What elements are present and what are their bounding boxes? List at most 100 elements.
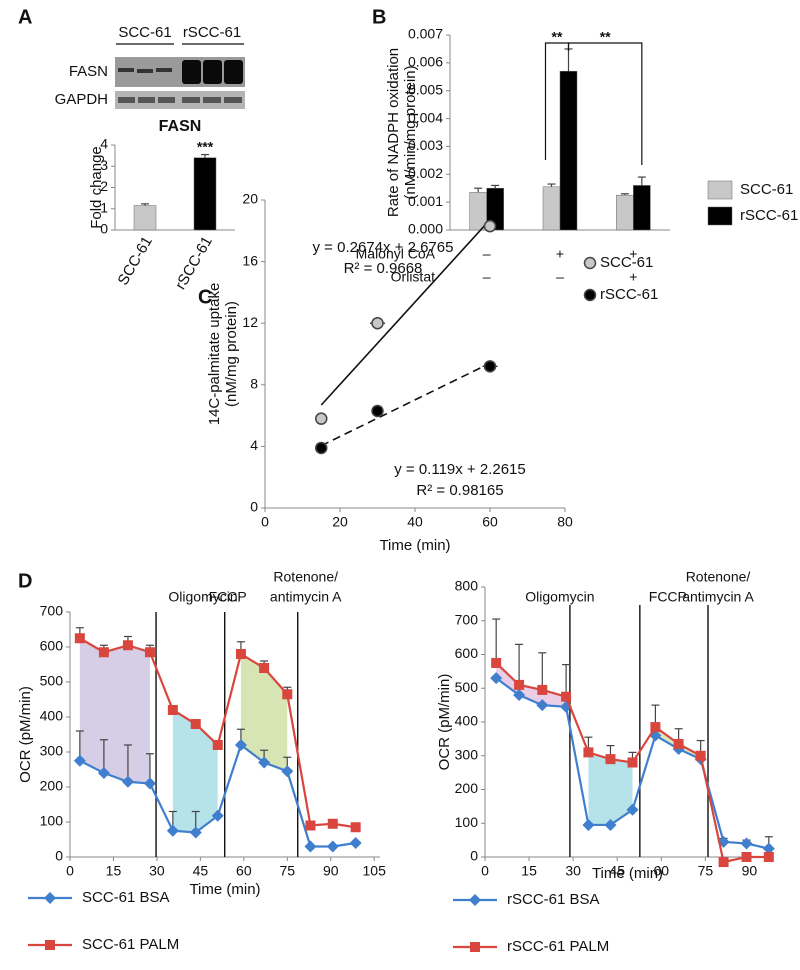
blot-row: FASN	[69, 63, 108, 80]
blot-band	[203, 97, 221, 103]
blot-band	[118, 68, 134, 72]
point	[537, 684, 548, 695]
panel-label: A	[18, 6, 32, 28]
trend-line	[320, 362, 491, 447]
x-tick-label: 60	[482, 514, 498, 530]
point	[282, 689, 293, 700]
legend-label: rSCC-61 PALM	[507, 938, 609, 955]
phase-shading	[588, 752, 633, 825]
condition-value: +	[629, 269, 637, 285]
y-tick-label: 0.001	[408, 193, 443, 209]
legend-label: rSCC-61	[600, 286, 658, 303]
x-tick-label: 105	[363, 863, 387, 879]
point	[190, 719, 201, 729]
legend-marker	[470, 942, 480, 952]
legend-label: SCC-61 PALM	[82, 936, 179, 953]
point	[561, 691, 572, 702]
point	[536, 699, 549, 712]
blot-band	[138, 97, 155, 103]
y-tick-label: 400	[455, 713, 479, 729]
condition-value: –	[483, 269, 491, 285]
y-tick-label: 0	[55, 848, 63, 864]
legend-marker	[583, 288, 597, 302]
x-tick-label: 20	[332, 514, 348, 530]
significance: **	[552, 29, 563, 45]
point	[483, 219, 497, 233]
y-tick-label: 3	[100, 157, 108, 173]
fit-equation: y = 0.2674x + 2.6765	[313, 239, 454, 256]
legend-marker	[469, 894, 481, 906]
x-axis-label: Time (min)	[592, 865, 663, 882]
point	[695, 750, 706, 761]
y-tick-label: 0.002	[408, 165, 443, 181]
phase-shading	[496, 662, 567, 707]
y-axis-label: OCR (pM/min)	[436, 674, 453, 771]
point	[305, 820, 316, 831]
point	[762, 842, 775, 855]
significance-bracket	[567, 42, 643, 165]
y-tick-label: 0.004	[408, 109, 443, 125]
legend-marker	[45, 940, 55, 950]
y-tick-label: 12	[242, 314, 258, 330]
panel-label: B	[372, 6, 386, 28]
condition-value: +	[629, 246, 637, 262]
phase-shading	[655, 727, 701, 760]
blot-band	[137, 69, 153, 73]
panel-label: C	[198, 286, 212, 308]
injection-label: FCCP	[209, 589, 247, 605]
legend-label: rSCC-61 BSA	[507, 891, 600, 908]
point	[98, 647, 109, 658]
significance: **	[600, 29, 611, 45]
y-tick-label: 8	[250, 376, 258, 392]
legend-label: SCC-61	[740, 181, 793, 198]
x-tick-label: 15	[521, 863, 537, 879]
point	[741, 852, 752, 862]
y-tick-label: 0	[470, 848, 478, 864]
y-tick-label: 300	[455, 746, 479, 762]
point	[513, 689, 526, 701]
point	[212, 740, 223, 750]
y-tick-label: 600	[455, 645, 479, 661]
point	[490, 672, 503, 685]
bar	[133, 205, 157, 231]
blot-band	[182, 60, 201, 84]
point	[626, 803, 639, 816]
point	[718, 857, 729, 868]
condition-value: –	[483, 246, 491, 262]
x-tick-label: 75	[698, 863, 714, 879]
condition-value: +	[556, 246, 564, 262]
blot-band	[118, 97, 135, 103]
point	[235, 649, 246, 659]
blot-band	[224, 60, 243, 84]
point	[627, 757, 638, 768]
x-tick-label: 75	[280, 863, 296, 879]
y-tick-label: 2	[100, 178, 108, 194]
y-tick-label: 700	[40, 603, 64, 619]
blot-band-bg	[115, 91, 245, 109]
point	[350, 822, 361, 833]
legend-marker	[583, 256, 597, 270]
y-axis-label: OCR (pM/min)	[17, 686, 34, 783]
y-axis-label: (nM/min/mg protein)	[402, 65, 419, 199]
y-tick-label: 100	[455, 814, 479, 830]
point	[97, 767, 110, 779]
x-axis-label: Time (min)	[379, 537, 450, 554]
injection-label: Oligomycin	[168, 589, 237, 605]
legend-swatch	[707, 180, 733, 200]
point	[144, 647, 155, 658]
point	[514, 679, 525, 690]
blot-band	[224, 97, 242, 103]
point	[673, 738, 684, 749]
legend-marker	[44, 892, 56, 904]
point	[371, 316, 384, 330]
y-axis-label: Rate of NADPH oxidation	[385, 48, 402, 217]
x-tick-label: SCC-61	[114, 233, 155, 288]
injection-label: Oligomycin	[525, 589, 594, 605]
y-tick-label: 16	[242, 252, 258, 268]
y-tick-label: 4	[250, 437, 258, 453]
fit-r2: R² = 0.98165	[416, 482, 503, 499]
bar	[542, 186, 561, 231]
blot-row: GAPDH	[55, 91, 108, 108]
x-tick-label: 30	[149, 863, 165, 879]
point	[143, 777, 156, 790]
